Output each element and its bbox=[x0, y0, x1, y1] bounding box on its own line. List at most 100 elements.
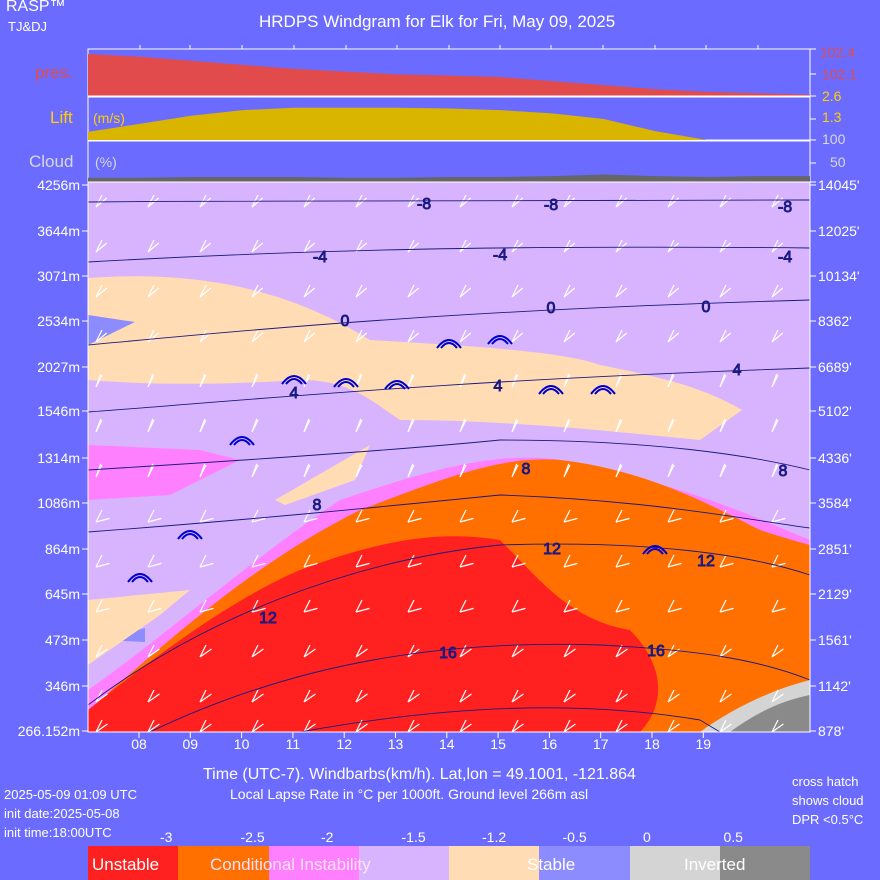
wind-barbs bbox=[95, 194, 786, 733]
legend-swatch bbox=[358, 846, 449, 880]
isotherm-line bbox=[87, 439, 811, 471]
wind-barb bbox=[407, 373, 415, 388]
y-tick-label-ft: 2851' bbox=[818, 541, 852, 557]
thermal-icon bbox=[642, 545, 668, 555]
y-tick-label-m: 3644m bbox=[37, 223, 80, 239]
wind-barb bbox=[459, 689, 472, 703]
x-tick-label: 09 bbox=[183, 736, 199, 752]
wind-barb bbox=[511, 689, 524, 703]
wind-barb bbox=[147, 719, 160, 733]
isotherm-label: 4 bbox=[494, 378, 503, 395]
wind-barb bbox=[511, 509, 526, 523]
y-tick-label-m: 645m bbox=[45, 586, 80, 602]
wind-barb bbox=[615, 509, 630, 523]
wind-barb bbox=[407, 644, 420, 658]
wind-barb bbox=[303, 463, 311, 478]
wind-barb bbox=[511, 599, 526, 613]
isotherm-label: 12 bbox=[543, 541, 561, 558]
isotherm-label: -8 bbox=[778, 199, 792, 216]
x-tick-label: 18 bbox=[644, 736, 660, 752]
wind-barb bbox=[719, 463, 727, 478]
legend-tick: 0.5 bbox=[723, 829, 743, 845]
y-tick-label-ft: 10134' bbox=[818, 268, 860, 284]
isotherm-line bbox=[87, 246, 811, 263]
y-tick-label-ft: 5102' bbox=[818, 403, 852, 419]
thermal-icon-inner bbox=[233, 439, 251, 446]
x-axis-title: Time (UTC-7). Windbarbs(km/h). Lat,lon =… bbox=[203, 766, 636, 783]
wind-barb bbox=[199, 239, 212, 253]
isotherm-label: -8 bbox=[417, 196, 431, 213]
wind-barb bbox=[459, 554, 474, 568]
wind-barb bbox=[303, 329, 316, 343]
wind-barb bbox=[719, 509, 734, 523]
wind-barb bbox=[563, 644, 576, 658]
wind-barb bbox=[719, 329, 732, 343]
wind-barb bbox=[511, 284, 524, 298]
wind-barb bbox=[147, 644, 160, 658]
legend-swatch bbox=[178, 846, 269, 880]
y-tick-label-ft: 14045' bbox=[818, 177, 860, 193]
wind-barb bbox=[563, 463, 571, 478]
wind-barb bbox=[459, 284, 472, 298]
wind-barb bbox=[563, 329, 576, 343]
wind-barb bbox=[303, 599, 318, 613]
region-stable-left bbox=[88, 315, 135, 345]
wind-barb bbox=[407, 463, 415, 478]
wind-barb bbox=[719, 689, 732, 703]
thermal-icon-inner bbox=[388, 383, 406, 390]
thermal-icon bbox=[436, 339, 462, 349]
wind-barb bbox=[615, 463, 623, 478]
wind-barb bbox=[459, 644, 472, 658]
wind-barb bbox=[563, 719, 576, 733]
isotherm-label: 16 bbox=[647, 643, 665, 660]
wind-barb bbox=[147, 599, 162, 613]
wind-barb bbox=[511, 463, 519, 478]
wind-barb bbox=[771, 509, 786, 523]
chart-subtitle: Local Lapse Rate in °C per 1000ft. Groun… bbox=[230, 786, 589, 802]
wind-barb bbox=[771, 329, 784, 343]
thermal-icon-inner bbox=[440, 342, 458, 349]
wind-barb bbox=[355, 689, 368, 703]
thermal-icon-inner bbox=[285, 378, 303, 385]
wind-barb bbox=[615, 719, 628, 733]
wind-barb bbox=[147, 284, 160, 298]
wind-barb bbox=[251, 239, 264, 253]
wind-barb bbox=[407, 689, 420, 703]
isotherm-label: 12 bbox=[259, 610, 277, 627]
note-line-3: DPR <0.5°C bbox=[792, 812, 864, 827]
region-dark bbox=[730, 695, 810, 732]
wind-barb bbox=[303, 239, 316, 253]
wind-barb bbox=[355, 644, 368, 658]
wind-barb bbox=[667, 418, 675, 433]
wind-barb bbox=[563, 194, 576, 208]
lift-tick-low: 1.3 bbox=[822, 109, 842, 125]
wind-barb bbox=[459, 239, 472, 253]
x-tick-label: 14 bbox=[439, 736, 455, 752]
y-tick-label-ft: 8362' bbox=[818, 313, 852, 329]
top-panels bbox=[87, 48, 816, 183]
wind-barb bbox=[199, 719, 212, 733]
wind-barb bbox=[251, 329, 264, 343]
lift-unit: (m/s) bbox=[93, 110, 125, 126]
wind-barb bbox=[719, 194, 732, 208]
wind-barb bbox=[459, 329, 472, 343]
wind-barb bbox=[147, 418, 155, 433]
thermal-icon-inner bbox=[646, 548, 664, 555]
wind-barb bbox=[355, 329, 368, 343]
thermal-icon-inner bbox=[594, 388, 612, 395]
axes: 4256m 3644m 3071m 2534m 2027m 1546m 1314m 1086m… bbox=[18, 45, 860, 752]
wind-barb bbox=[303, 284, 316, 298]
wind-barb bbox=[251, 554, 266, 568]
isotherm-label: 4 bbox=[290, 385, 299, 402]
y-tick-label-ft: 878' bbox=[818, 723, 844, 739]
wind-barb bbox=[563, 689, 576, 703]
wind-barb bbox=[407, 418, 415, 433]
legend-label: Inverted bbox=[684, 855, 746, 874]
thermal-icon bbox=[384, 380, 410, 390]
plot-frame bbox=[87, 181, 811, 733]
wind-barb bbox=[771, 373, 779, 388]
wind-barb bbox=[199, 644, 212, 658]
wind-barb bbox=[511, 554, 526, 568]
wind-barb bbox=[95, 418, 103, 433]
wind-barb bbox=[667, 599, 682, 613]
